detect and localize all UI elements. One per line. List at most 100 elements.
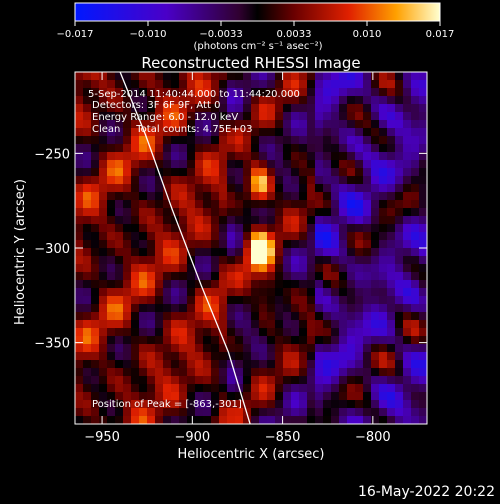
heatmap-cell bbox=[371, 368, 380, 377]
heatmap-cell bbox=[419, 160, 427, 169]
heatmap-cell bbox=[395, 256, 404, 265]
heatmap-cell bbox=[203, 320, 212, 329]
heatmap-cell bbox=[355, 344, 364, 353]
heatmap-cell bbox=[203, 152, 212, 161]
heatmap-cell bbox=[299, 384, 308, 393]
heatmap-cell bbox=[99, 112, 108, 121]
heatmap-cell bbox=[75, 216, 84, 225]
heatmap-cell bbox=[323, 336, 332, 345]
heatmap-cell bbox=[315, 128, 324, 137]
heatmap-cell bbox=[91, 264, 100, 273]
heatmap-cell bbox=[267, 312, 276, 321]
heatmap-cell bbox=[267, 416, 276, 424]
heatmap-cell bbox=[267, 88, 276, 97]
heatmap-cell bbox=[107, 152, 116, 161]
y-axis-label: Heliocentric Y (arcsec) bbox=[13, 179, 28, 325]
heatmap-cell bbox=[363, 224, 372, 233]
heatmap-cell bbox=[99, 80, 108, 89]
heatmap-cell bbox=[99, 200, 108, 209]
heatmap-cell bbox=[123, 216, 132, 225]
heatmap-cell bbox=[299, 120, 308, 129]
heatmap-cell bbox=[379, 240, 388, 249]
heatmap-cell bbox=[419, 128, 427, 137]
heatmap-cell bbox=[115, 232, 124, 241]
heatmap-cell bbox=[387, 392, 396, 401]
heatmap-cell bbox=[251, 120, 260, 129]
heatmap-cell bbox=[267, 344, 276, 353]
heatmap-cell bbox=[251, 80, 260, 89]
heatmap-cell bbox=[379, 248, 388, 257]
heatmap-cell bbox=[123, 360, 132, 369]
heatmap-cell bbox=[315, 80, 324, 89]
heatmap-cell bbox=[251, 328, 260, 337]
heatmap-cell bbox=[139, 152, 148, 161]
heatmap-cell bbox=[139, 344, 148, 353]
heatmap-cell bbox=[323, 128, 332, 137]
heatmap-cell bbox=[147, 232, 156, 241]
heatmap-cell bbox=[411, 120, 420, 129]
heatmap-cell bbox=[347, 168, 356, 177]
heatmap-cell bbox=[275, 192, 284, 201]
heatmap-cell bbox=[123, 208, 132, 217]
heatmap-cell bbox=[395, 392, 404, 401]
heatmap-cell bbox=[299, 248, 308, 257]
heatmap-cell bbox=[219, 160, 228, 169]
heatmap-cell bbox=[187, 152, 196, 161]
heatmap-cell bbox=[275, 128, 284, 137]
heatmap-cell bbox=[331, 184, 340, 193]
heatmap-cell bbox=[395, 168, 404, 177]
heatmap-cell bbox=[115, 264, 124, 273]
heatmap-cell bbox=[99, 408, 108, 417]
heatmap-cell bbox=[235, 392, 244, 401]
heatmap-cell bbox=[171, 224, 180, 233]
heatmap-cell bbox=[171, 208, 180, 217]
heatmap-cell bbox=[355, 312, 364, 321]
heatmap-cell bbox=[411, 344, 420, 353]
heatmap-cell bbox=[411, 112, 420, 121]
heatmap-cell bbox=[339, 344, 348, 353]
heatmap-cell bbox=[251, 88, 260, 97]
heatmap-cell bbox=[363, 168, 372, 177]
heatmap-cell bbox=[243, 224, 252, 233]
heatmap-cell bbox=[83, 128, 92, 137]
heatmap-cell bbox=[131, 192, 140, 201]
heatmap-cell bbox=[155, 296, 164, 305]
heatmap-cell bbox=[99, 280, 108, 289]
heatmap-cell bbox=[147, 376, 156, 385]
heatmap-cell bbox=[275, 176, 284, 185]
heatmap-cell bbox=[147, 280, 156, 289]
heatmap-cell bbox=[251, 376, 260, 385]
heatmap-cell bbox=[259, 192, 268, 201]
heatmap-cell bbox=[171, 288, 180, 297]
heatmap-cell bbox=[115, 304, 124, 313]
heatmap-cell bbox=[371, 80, 380, 89]
heatmap-cell bbox=[107, 208, 116, 217]
heatmap-cell bbox=[195, 320, 204, 329]
heatmap-cell bbox=[107, 272, 116, 281]
heatmap-cell bbox=[91, 280, 100, 289]
heatmap-cell bbox=[123, 120, 132, 129]
heatmap-cell bbox=[75, 400, 84, 409]
heatmap-cell bbox=[251, 304, 260, 313]
heatmap-cell bbox=[339, 152, 348, 161]
heatmap-cell bbox=[267, 264, 276, 273]
heatmap-cell bbox=[275, 272, 284, 281]
heatmap-cell bbox=[211, 136, 220, 145]
heatmap-cell bbox=[291, 336, 300, 345]
heatmap-cell bbox=[419, 192, 427, 201]
heatmap-cell bbox=[155, 312, 164, 321]
heatmap-cell bbox=[355, 400, 364, 409]
heatmap-cell bbox=[211, 104, 220, 113]
heatmap-cell bbox=[331, 192, 340, 201]
heatmap-cell bbox=[91, 400, 100, 409]
heatmap-cell bbox=[227, 184, 236, 193]
heatmap-cell bbox=[83, 200, 92, 209]
heatmap-cell bbox=[227, 352, 236, 361]
heatmap-cell bbox=[211, 168, 220, 177]
heatmap-cell bbox=[203, 232, 212, 241]
heatmap-cell bbox=[339, 200, 348, 209]
colorbar-ticks: −0.017 −0.010 −0.0033 0.0033 0.010 0.017 bbox=[56, 21, 454, 40]
heatmap-cell bbox=[219, 368, 228, 377]
heatmap-cell bbox=[403, 184, 412, 193]
heatmap-cell bbox=[355, 352, 364, 361]
